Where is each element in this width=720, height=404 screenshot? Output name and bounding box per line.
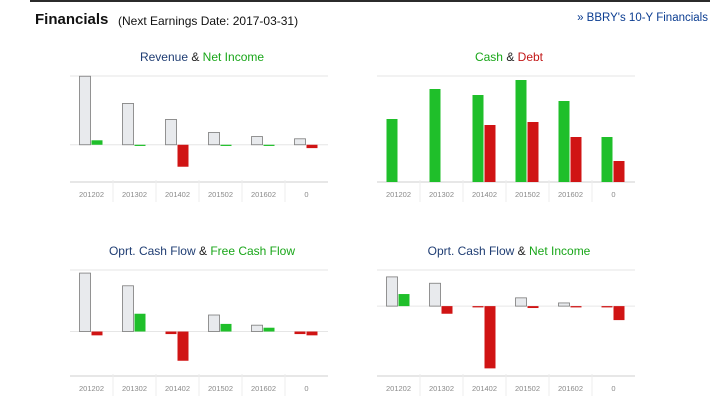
cash-debt-chart: Cash & Debt 201202 201302 201402 201502 2016… bbox=[359, 50, 659, 210]
bar-debt-0[interactable] bbox=[613, 161, 625, 182]
chart-title-part-1: Revenue bbox=[139, 50, 188, 64]
chart-title: Cash & Debt bbox=[359, 50, 659, 64]
bar-oprt-cash-flow-201602[interactable] bbox=[251, 324, 263, 332]
chart-title: Revenue & Net Income bbox=[52, 50, 352, 64]
bar-oprt-cash-flow-0[interactable] bbox=[294, 331, 306, 335]
bar-net-income-201402[interactable] bbox=[177, 144, 189, 167]
bar-net-income-201502[interactable] bbox=[527, 306, 539, 309]
bar-net-income-201302[interactable] bbox=[441, 306, 453, 314]
chart-title-part-2: & bbox=[195, 244, 211, 258]
x-tick-label: 201602 bbox=[251, 384, 276, 393]
page-title: Financials bbox=[35, 11, 109, 28]
oprt-cash-flow-net-income-chart: Oprt. Cash Flow & Net Income 201202 20130… bbox=[359, 244, 659, 404]
bar-cash-0[interactable] bbox=[601, 137, 613, 182]
ten-year-financials-link[interactable]: » BBRY's 10-Y Financials bbox=[577, 12, 708, 24]
bar-oprt-cash-flow-201402[interactable] bbox=[472, 306, 484, 308]
bar-net-income-201202[interactable] bbox=[398, 294, 410, 307]
bar-cash-201202[interactable] bbox=[386, 119, 398, 182]
bar-free-cash-flow-201402[interactable] bbox=[177, 331, 189, 361]
bar-free-cash-flow-0[interactable] bbox=[306, 331, 318, 336]
bar-free-cash-flow-201602[interactable] bbox=[263, 327, 275, 332]
x-tick-label: 201302 bbox=[429, 190, 454, 199]
bar-revenue-201402[interactable] bbox=[165, 119, 177, 146]
bar-cash-201502[interactable] bbox=[515, 80, 527, 182]
bar-cash-201402[interactable] bbox=[472, 95, 484, 182]
x-tick-label: 0 bbox=[304, 384, 308, 393]
x-tick-label: 201502 bbox=[208, 384, 233, 393]
x-tick-label: 201302 bbox=[122, 384, 147, 393]
bar-revenue-201502[interactable] bbox=[208, 132, 220, 146]
bar-oprt-cash-flow-201602[interactable] bbox=[558, 302, 570, 307]
chart-plot: 201202 201302 201402 201502 201602 0 bbox=[70, 269, 328, 396]
bar-net-income-0[interactable] bbox=[306, 144, 318, 149]
x-tick-label: 201202 bbox=[386, 384, 411, 393]
bar-net-income-201302[interactable] bbox=[134, 144, 146, 146]
bar-revenue-201302[interactable] bbox=[122, 103, 134, 146]
chart-title-part-3: Free Cash Flow bbox=[210, 244, 296, 258]
x-tick-label: 201302 bbox=[429, 384, 454, 393]
x-tick-label: 0 bbox=[611, 384, 615, 393]
x-tick-label: 201402 bbox=[165, 190, 190, 199]
oprt-cash-flow-free-cash-flow-chart: Oprt. Cash Flow & Free Cash Flow 201202 2… bbox=[52, 244, 352, 404]
x-tick-label: 201602 bbox=[251, 190, 276, 199]
bar-oprt-cash-flow-201202[interactable] bbox=[386, 276, 398, 307]
chart-plot: 201202 201302 201402 201502 201602 0 bbox=[377, 269, 635, 396]
chart-title-part-1: Oprt. Cash Flow bbox=[427, 244, 515, 258]
chart-plot: 201202 201302 201402 201502 201602 0 bbox=[377, 75, 635, 202]
chart-title: Oprt. Cash Flow & Net Income bbox=[359, 244, 659, 258]
revenue-net-income-chart: Revenue & Net Income 201202 201302 201402 2… bbox=[52, 50, 352, 210]
chart-title-part-2: & bbox=[188, 50, 203, 64]
bar-cash-201602[interactable] bbox=[558, 101, 570, 182]
x-tick-label: 201502 bbox=[208, 190, 233, 199]
bar-free-cash-flow-201302[interactable] bbox=[134, 313, 146, 332]
chart-title-part-3: Debt bbox=[517, 50, 544, 64]
chart-title-part-3: Net Income bbox=[529, 244, 591, 258]
x-tick-label: 201402 bbox=[165, 384, 190, 393]
bar-cash-201302[interactable] bbox=[429, 89, 441, 182]
bar-oprt-cash-flow-201502[interactable] bbox=[208, 314, 220, 332]
bar-net-income-201402[interactable] bbox=[484, 306, 496, 369]
x-tick-label: 201502 bbox=[515, 190, 540, 199]
bar-free-cash-flow-201502[interactable] bbox=[220, 323, 232, 332]
bar-oprt-cash-flow-0[interactable] bbox=[601, 306, 613, 308]
bar-oprt-cash-flow-201302[interactable] bbox=[122, 285, 134, 332]
bar-net-income-0[interactable] bbox=[613, 306, 625, 321]
chart-title: Oprt. Cash Flow & Free Cash Flow bbox=[52, 244, 352, 258]
chart-title-part-2: & bbox=[514, 244, 529, 258]
x-tick-label: 201202 bbox=[386, 190, 411, 199]
bar-revenue-201202[interactable] bbox=[79, 75, 91, 146]
bar-oprt-cash-flow-201502[interactable] bbox=[515, 297, 527, 307]
x-tick-label: 201602 bbox=[558, 190, 583, 199]
x-tick-label: 201402 bbox=[472, 384, 497, 393]
x-tick-label: 201202 bbox=[79, 190, 104, 199]
chart-title-part-1: Cash bbox=[474, 50, 503, 64]
chart-title-part-3: Net Income bbox=[202, 50, 265, 64]
bar-oprt-cash-flow-201302[interactable] bbox=[429, 282, 441, 307]
bar-net-income-201602[interactable] bbox=[570, 306, 582, 308]
bar-net-income-201202[interactable] bbox=[91, 140, 103, 145]
x-tick-label: 201202 bbox=[79, 384, 104, 393]
chart-plot: 201202 201302 201402 201502 201602 0 bbox=[70, 75, 328, 202]
bar-revenue-0[interactable] bbox=[294, 138, 306, 146]
x-tick-label: 201502 bbox=[515, 384, 540, 393]
chart-title-part-1: Oprt. Cash Flow bbox=[108, 244, 196, 258]
bar-free-cash-flow-201202[interactable] bbox=[91, 331, 103, 336]
header-rule bbox=[30, 0, 710, 2]
x-tick-label: 201302 bbox=[122, 190, 147, 199]
earnings-date: (Next Earnings Date: 2017-03-31) bbox=[118, 14, 299, 28]
x-tick-label: 201602 bbox=[558, 384, 583, 393]
bar-revenue-201602[interactable] bbox=[251, 136, 263, 146]
bar-net-income-201602[interactable] bbox=[263, 144, 275, 146]
x-tick-label: 0 bbox=[304, 190, 308, 199]
bar-debt-201502[interactable] bbox=[527, 122, 539, 182]
x-tick-label: 201402 bbox=[472, 190, 497, 199]
bar-oprt-cash-flow-201402[interactable] bbox=[165, 331, 177, 335]
chart-title-part-2: & bbox=[502, 50, 518, 64]
bar-oprt-cash-flow-201202[interactable] bbox=[79, 272, 91, 332]
bar-debt-201402[interactable] bbox=[484, 125, 496, 182]
x-tick-label: 0 bbox=[611, 190, 615, 199]
bar-net-income-201502[interactable] bbox=[220, 144, 232, 146]
bar-debt-201602[interactable] bbox=[570, 137, 582, 182]
